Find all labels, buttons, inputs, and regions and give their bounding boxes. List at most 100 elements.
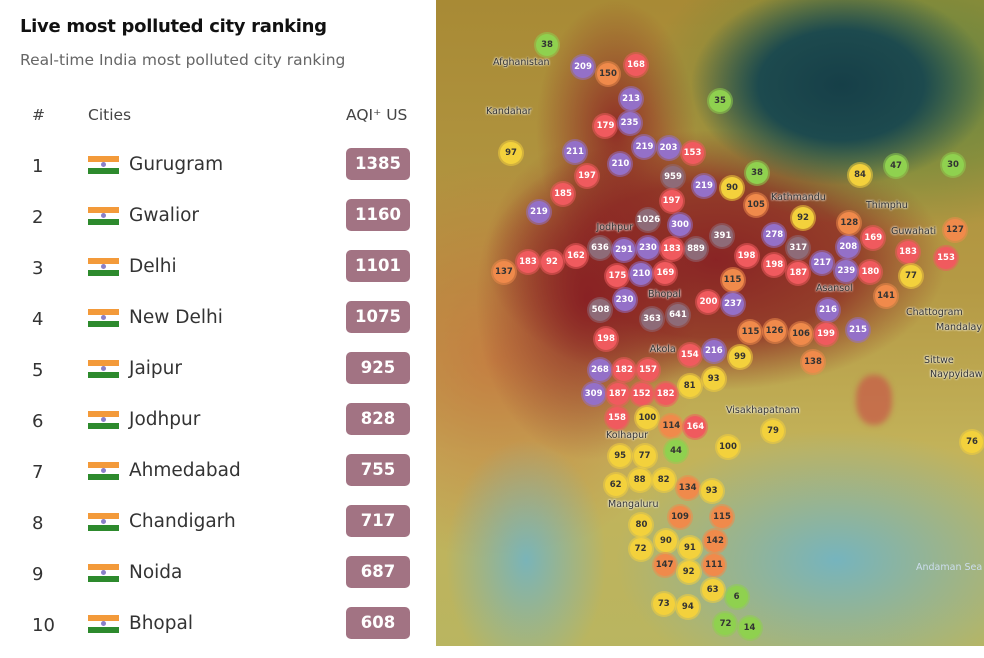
aqi-marker-yellow[interactable]: 84 bbox=[849, 164, 871, 186]
aqi-marker-red[interactable]: 179 bbox=[594, 115, 617, 137]
aqi-marker-purple[interactable]: 239 bbox=[835, 260, 858, 283]
aqi-marker-yellow[interactable]: 92 bbox=[792, 207, 814, 229]
aqi-marker-maroon[interactable]: 363 bbox=[641, 308, 663, 330]
aqi-marker-orange[interactable]: 106 bbox=[790, 323, 812, 345]
aqi-marker-maroon[interactable]: 641 bbox=[667, 304, 689, 327]
aqi-marker-red[interactable]: 198 bbox=[763, 254, 786, 276]
aqi-marker-yellow[interactable]: 80 bbox=[630, 513, 653, 536]
aqi-marker-yellow[interactable]: 93 bbox=[702, 368, 725, 390]
city-name[interactable]: Delhi bbox=[129, 256, 177, 277]
aqi-marker-purple[interactable]: 203 bbox=[657, 137, 680, 159]
aqi-marker-red[interactable]: 157 bbox=[637, 359, 659, 381]
aqi-marker-green[interactable]: 6 bbox=[725, 586, 748, 608]
aqi-marker-red[interactable]: 164 bbox=[684, 415, 707, 438]
aqi-marker-red[interactable]: 162 bbox=[564, 245, 587, 267]
aqi-marker-red[interactable]: 168 bbox=[625, 54, 647, 76]
aqi-marker-purple[interactable]: 219 bbox=[527, 201, 550, 223]
aqi-marker-yellow[interactable]: 92 bbox=[677, 561, 700, 583]
aqi-marker-maroon[interactable]: 959 bbox=[662, 165, 684, 188]
aqi-marker-orange[interactable]: 142 bbox=[704, 530, 726, 553]
aqi-marker-purple[interactable]: 217 bbox=[811, 252, 834, 274]
aqi-marker-red[interactable]: 154 bbox=[678, 344, 701, 366]
aqi-marker-green[interactable]: 30 bbox=[942, 154, 964, 176]
aqi-marker-red[interactable]: 152 bbox=[630, 383, 653, 406]
ranking-row[interactable]: 4 New Delhi 1075 bbox=[0, 301, 436, 352]
aqi-marker-red[interactable]: 187 bbox=[606, 383, 629, 406]
ranking-row[interactable]: 2 Gwalior 1160 bbox=[0, 199, 436, 250]
aqi-marker-yellow[interactable]: 62 bbox=[604, 474, 627, 496]
aqi-marker-red[interactable]: 197 bbox=[660, 189, 683, 212]
aqi-marker-yellow[interactable]: 100 bbox=[717, 436, 739, 458]
aqi-marker-yellow[interactable]: 77 bbox=[633, 445, 656, 468]
aqi-marker-purple[interactable]: 219 bbox=[633, 136, 656, 159]
aqi-marker-yellow[interactable]: 63 bbox=[701, 579, 724, 601]
aqi-marker-purple[interactable]: 210 bbox=[609, 153, 632, 175]
aqi-marker-orange[interactable]: 138 bbox=[802, 351, 824, 373]
aqi-marker-red[interactable]: 92 bbox=[540, 251, 563, 273]
aqi-marker-purple[interactable]: 230 bbox=[613, 288, 636, 311]
aqi-marker-maroon[interactable]: 889 bbox=[684, 237, 707, 260]
aqi-marker-yellow[interactable]: 81 bbox=[678, 375, 701, 397]
aqi-marker-red[interactable]: 183 bbox=[660, 237, 683, 260]
aqi-marker-purple[interactable]: 230 bbox=[636, 236, 659, 259]
city-name[interactable]: Ahmedabad bbox=[129, 460, 241, 481]
aqi-marker-red[interactable]: 198 bbox=[735, 245, 758, 267]
aqi-marker-red[interactable]: 197 bbox=[576, 165, 598, 187]
ranking-row[interactable]: 9 Noida 687 bbox=[0, 556, 436, 607]
city-name[interactable]: Chandigarh bbox=[129, 511, 236, 532]
aqi-marker-green[interactable]: 35 bbox=[709, 90, 731, 112]
aqi-marker-orange[interactable]: 150 bbox=[597, 63, 619, 85]
aqi-marker-yellow[interactable]: 90 bbox=[720, 177, 743, 199]
city-name[interactable]: Gurugram bbox=[129, 154, 224, 175]
aqi-marker-purple[interactable]: 215 bbox=[847, 319, 869, 341]
aqi-marker-yellow[interactable]: 73 bbox=[652, 593, 675, 615]
aqi-marker-yellow[interactable]: 72 bbox=[629, 537, 652, 560]
aqi-marker-orange[interactable]: 128 bbox=[838, 212, 861, 235]
aqi-marker-green[interactable]: 47 bbox=[885, 155, 907, 177]
aqi-marker-red[interactable]: 182 bbox=[613, 359, 635, 382]
aqi-marker-red[interactable]: 153 bbox=[681, 141, 704, 164]
aqi-marker-red[interactable]: 183 bbox=[516, 251, 539, 273]
aqi-marker-red[interactable]: 175 bbox=[606, 264, 629, 287]
aqi-marker-orange[interactable]: 105 bbox=[745, 194, 767, 216]
aqi-marker-yellow[interactable]: 88 bbox=[628, 469, 651, 492]
aqi-marker-purple[interactable]: 235 bbox=[618, 111, 641, 134]
aqi-marker-yellow[interactable]: 93 bbox=[700, 480, 723, 502]
aqi-marker-green[interactable]: 38 bbox=[746, 162, 768, 184]
aqi-marker-green[interactable]: 38 bbox=[536, 34, 558, 57]
aqi-marker-red[interactable]: 199 bbox=[815, 323, 837, 345]
ranking-row[interactable]: 8 Chandigarh 717 bbox=[0, 505, 436, 556]
aqi-marker-maroon[interactable]: 636 bbox=[588, 237, 611, 260]
city-name[interactable]: Noida bbox=[129, 562, 183, 583]
aqi-marker-purple[interactable]: 210 bbox=[630, 262, 653, 285]
aqi-marker-purple[interactable]: 219 bbox=[693, 175, 715, 197]
city-name[interactable]: Bhopal bbox=[129, 613, 193, 634]
aqi-marker-green[interactable]: 14 bbox=[738, 617, 761, 639]
aqi-marker-purple[interactable]: 211 bbox=[564, 140, 586, 163]
aqi-marker-red[interactable]: 169 bbox=[654, 261, 677, 284]
aqi-marker-purple[interactable]: 268 bbox=[588, 359, 611, 382]
aqi-marker-purple[interactable]: 278 bbox=[763, 224, 786, 246]
aqi-marker-orange[interactable]: 115 bbox=[711, 506, 733, 529]
ranking-row[interactable]: 10 Bhopal 608 bbox=[0, 607, 436, 658]
aqi-marker-yellow[interactable]: 95 bbox=[609, 445, 632, 468]
ranking-row[interactable]: 5 Jaipur 925 bbox=[0, 352, 436, 403]
aqi-marker-purple[interactable]: 237 bbox=[722, 293, 744, 316]
aqi-marker-orange[interactable]: 134 bbox=[676, 477, 699, 499]
aqi-marker-red[interactable]: 183 bbox=[897, 240, 919, 263]
aqi-map[interactable]: Afghanistan Kandahar Kathmandu Thimphu Guwah… bbox=[436, 0, 984, 646]
ranking-row[interactable]: 6 Jodhpur 828 bbox=[0, 403, 436, 454]
aqi-marker-orange[interactable]: 115 bbox=[721, 269, 744, 292]
aqi-marker-maroon[interactable]: 1026 bbox=[636, 209, 660, 232]
aqi-marker-green[interactable]: 72 bbox=[714, 613, 737, 635]
aqi-marker-yellow[interactable]: 79 bbox=[762, 420, 784, 443]
aqi-marker-red[interactable]: 180 bbox=[859, 260, 882, 283]
aqi-marker-yellow[interactable]: 99 bbox=[729, 345, 751, 368]
aqi-marker-purple[interactable]: 208 bbox=[837, 236, 860, 259]
aqi-marker-orange[interactable]: 141 bbox=[875, 284, 897, 307]
ranking-row[interactable]: 7 Ahmedabad 755 bbox=[0, 454, 436, 505]
aqi-marker-red[interactable]: 200 bbox=[697, 291, 720, 314]
ranking-row[interactable]: 3 Delhi 1101 bbox=[0, 250, 436, 301]
aqi-marker-orange[interactable]: 127 bbox=[944, 219, 966, 241]
aqi-marker-orange[interactable]: 115 bbox=[739, 321, 762, 344]
